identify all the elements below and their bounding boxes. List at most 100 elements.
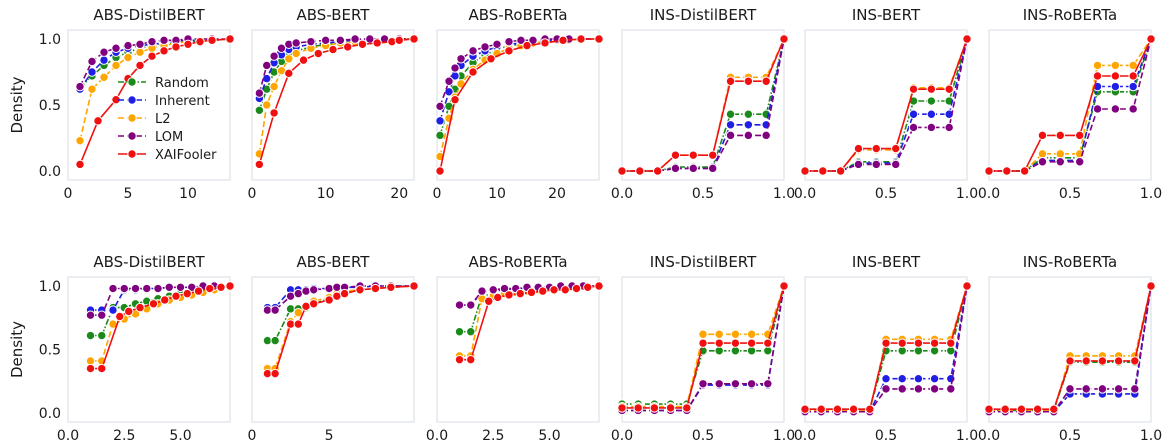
data-point-lom: [897, 384, 907, 394]
data-point-xaifooler: [409, 281, 419, 291]
data-point-random: [466, 327, 476, 337]
panel-title: ABS-BERT: [297, 6, 371, 24]
data-point-xaifooler: [714, 338, 724, 348]
data-point-lom: [881, 384, 891, 394]
data-point-xaifooler: [526, 287, 537, 298]
data-point-xaifooler: [386, 282, 396, 292]
data-point-xaifooler: [1097, 356, 1108, 366]
data-point-xaifooler: [984, 166, 994, 176]
data-point-lom: [444, 76, 454, 86]
data-point-xaifooler: [576, 34, 586, 44]
data-point-xaifooler: [284, 68, 294, 79]
data-point-lom: [480, 42, 490, 52]
data-point-xaifooler: [484, 296, 494, 306]
data-point-inherent: [897, 374, 907, 384]
x-tick-label: 0.5: [1059, 428, 1081, 443]
data-point-xaifooler: [1065, 356, 1075, 366]
data-point-xaifooler: [124, 306, 134, 317]
data-point-random: [254, 105, 265, 115]
data-point-lom: [504, 36, 514, 47]
data-point-lom: [87, 56, 97, 67]
data-point-lom: [929, 384, 940, 394]
x-tick-label: 5: [325, 428, 334, 443]
data-point-lom: [164, 282, 174, 292]
series-line-inherent: [989, 38, 1152, 172]
data-point-xaifooler: [270, 368, 280, 379]
x-tick-label: 0: [64, 186, 73, 202]
x-tick-label: 0: [433, 186, 442, 202]
x-tick-label: 1.0: [956, 428, 978, 443]
data-point-l2: [75, 135, 85, 146]
data-point-xaifooler: [313, 48, 323, 59]
x-tick-label: 0.0: [611, 186, 633, 202]
data-point-xaifooler: [818, 166, 828, 176]
legend-swatch-marker: [127, 149, 137, 159]
data-point-xaifooler: [182, 288, 192, 299]
data-point-lom: [108, 283, 118, 294]
data-point-xaifooler: [746, 338, 757, 348]
data-point-xaifooler: [454, 354, 465, 365]
panel-title: INS-BERT: [852, 253, 921, 271]
data-point-xaifooler: [832, 404, 843, 414]
series-line-xaifooler: [805, 38, 968, 172]
data-point-lom: [175, 282, 186, 292]
data-point-xaifooler: [871, 143, 881, 154]
data-point-lom: [516, 35, 526, 46]
data-point-xaifooler: [435, 166, 445, 176]
data-point-lom: [913, 384, 924, 394]
data-point-lom: [350, 34, 360, 44]
data-point-lom: [147, 36, 157, 47]
data-point-xaifooler: [560, 285, 570, 295]
x-tick-label: 1.0: [956, 186, 978, 202]
data-point-lom: [1037, 157, 1048, 167]
data-point-lom: [130, 283, 141, 294]
data-point-lom: [306, 36, 316, 47]
data-point-xaifooler: [538, 286, 548, 296]
y-tick-label: 1.0: [39, 32, 61, 48]
data-point-lom: [763, 379, 773, 389]
data-point-lom: [1081, 384, 1091, 394]
data-point-random: [270, 335, 280, 346]
data-point-lom: [119, 283, 129, 294]
data-point-lom: [477, 286, 487, 296]
data-point-xaifooler: [193, 286, 204, 296]
y-axis-label: Density: [8, 321, 26, 378]
chart-panel-2: ABS-BERT 0 10 20: [248, 6, 419, 202]
data-point-lom: [1092, 104, 1103, 114]
data-point-inherent: [908, 109, 919, 119]
data-point-lom: [488, 285, 498, 295]
data-point-lom: [269, 51, 279, 61]
x-tick-label: 5: [124, 186, 133, 202]
data-point-xaifooler: [75, 159, 85, 170]
data-point-xaifooler: [779, 281, 789, 291]
data-point-xaifooler: [293, 319, 303, 329]
y-tick-label: 0.0: [39, 164, 61, 180]
data-point-xaifooler: [254, 159, 265, 170]
data-point-lom: [1130, 384, 1140, 394]
data-point-xaifooler: [708, 150, 718, 160]
data-point-lom: [456, 54, 466, 64]
panel-title: ABS-RoBERTa: [468, 253, 567, 271]
data-point-lom: [454, 300, 465, 310]
data-point-xaifooler: [929, 338, 940, 348]
data-point-random: [743, 109, 754, 119]
data-point-lom: [761, 130, 771, 141]
x-tick-label: 0.5: [1059, 186, 1081, 202]
data-point-xaifooler: [549, 285, 559, 295]
data-point-inherent: [913, 374, 924, 384]
x-tick-label: 10: [317, 186, 335, 202]
data-point-lom: [1075, 157, 1085, 167]
data-point-xaifooler: [1016, 404, 1027, 414]
x-tick-label: 0.5: [692, 186, 714, 202]
data-point-xaifooler: [115, 311, 125, 322]
data-point-lom: [291, 38, 301, 48]
data-point-xaifooler: [269, 108, 279, 118]
x-tick-label: 0.0: [978, 428, 1000, 443]
y-tick-label: 0.0: [39, 406, 61, 422]
data-point-l2: [714, 329, 724, 339]
data-point-xaifooler: [665, 403, 676, 413]
data-point-xaifooler: [800, 404, 810, 414]
data-point-l2: [698, 329, 708, 339]
panel-title: INS-DistilBERT: [650, 6, 757, 24]
data-point-xaifooler: [309, 299, 319, 309]
